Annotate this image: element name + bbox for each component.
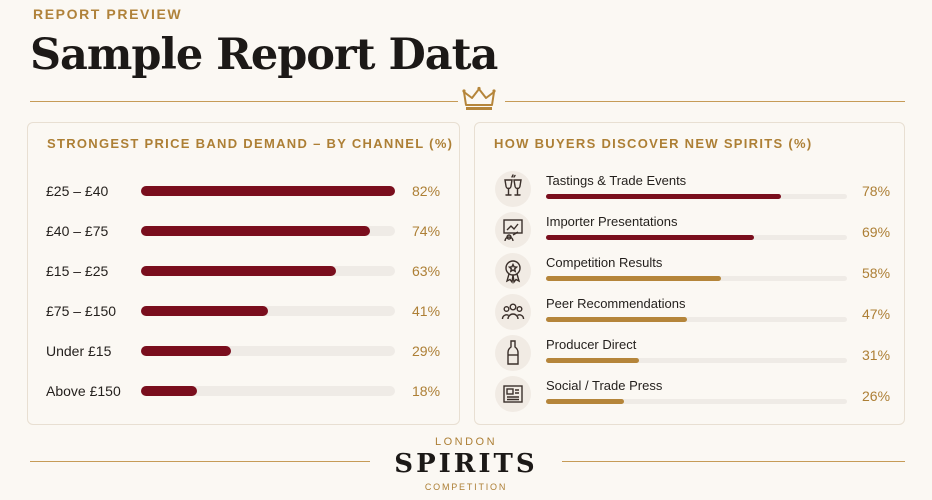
newspaper-icon (495, 376, 531, 412)
discovery-value-label: 47% (862, 306, 891, 322)
discovery-track (546, 358, 847, 363)
page-title: Sample Report Data (30, 30, 498, 80)
price-band-label: Under £15 (46, 343, 112, 359)
price-band-track (141, 186, 395, 196)
footer-logo-main: SPIRITS (394, 449, 538, 479)
discovery-track (546, 194, 847, 199)
discovery-track (546, 276, 847, 281)
price-band-track (141, 266, 395, 276)
price-band-track (141, 226, 395, 236)
price-band-bar (141, 306, 268, 316)
discovery-card: HOW BUYERS DISCOVER NEW SPIRITS (%) Tast… (474, 122, 905, 425)
discovery-track (546, 235, 847, 240)
discovery-label: Importer Presentations (546, 214, 678, 229)
price-band-bar (141, 386, 197, 396)
price-band-value-label: 74% (412, 223, 441, 239)
award-medal-icon (495, 253, 531, 289)
price-band-row: Above £150 18% (28, 381, 459, 401)
price-band-value-label: 18% (412, 383, 441, 399)
footer-divider-left (30, 461, 370, 462)
price-band-card: STRONGEST PRICE BAND DEMAND – BY CHANNEL… (27, 122, 460, 425)
footer-logo-bottom: COMPETITION (424, 482, 508, 492)
discovery-row: Peer Recommendations 47% (475, 293, 904, 333)
discovery-bar (546, 399, 625, 404)
discovery-bar (546, 194, 781, 199)
price-band-row: £40 – £75 74% (28, 221, 459, 241)
people-group-icon (495, 294, 531, 330)
discovery-label: Producer Direct (546, 337, 637, 352)
discovery-value-label: 31% (862, 347, 891, 363)
discovery-track (546, 317, 847, 322)
footer-logo-top: LONDON (434, 436, 498, 448)
price-band-row: £25 – £40 82% (28, 181, 459, 201)
price-band-row: £15 – £25 63% (28, 261, 459, 281)
price-band-label: Above £150 (46, 383, 121, 399)
price-band-track (141, 306, 395, 316)
header-divider-left (30, 101, 458, 102)
price-band-bar (141, 186, 395, 196)
price-band-label: £25 – £40 (46, 183, 109, 199)
price-band-chart-title: STRONGEST PRICE BAND DEMAND – BY CHANNEL… (47, 136, 454, 151)
price-band-bar (141, 226, 371, 236)
header-divider-right (505, 101, 905, 102)
discovery-label: Social / Trade Press (546, 378, 663, 393)
discovery-row: Tastings & Trade Events 78% (475, 170, 904, 210)
price-band-value-label: 63% (412, 263, 441, 279)
price-band-value-label: 29% (412, 343, 441, 359)
price-band-label: £75 – £150 (46, 303, 117, 319)
report-eyebrow: REPORT PREVIEW (33, 6, 183, 22)
discovery-label: Tastings & Trade Events (546, 173, 687, 188)
price-band-bar (141, 346, 231, 356)
discovery-bar (546, 317, 688, 322)
discovery-label: Peer Recommendations (546, 296, 686, 311)
discovery-row: Importer Presentations 69% (475, 211, 904, 251)
presentation-icon (495, 212, 531, 248)
price-band-row: Under £15 29% (28, 341, 459, 361)
discovery-bar (546, 235, 754, 240)
discovery-bar (546, 358, 640, 363)
price-band-track (141, 346, 395, 356)
price-band-row: £75 – £150 41% (28, 301, 459, 321)
price-band-bar (141, 266, 337, 276)
discovery-row: Social / Trade Press 26% (475, 375, 904, 415)
discovery-row: Competition Results 58% (475, 252, 904, 292)
bottle-icon (495, 335, 531, 371)
price-band-label: £15 – £25 (46, 263, 109, 279)
discovery-track (546, 399, 847, 404)
discovery-value-label: 26% (862, 388, 891, 404)
wine-glasses-icon (495, 171, 531, 207)
discovery-value-label: 58% (862, 265, 891, 281)
price-band-track (141, 386, 395, 396)
price-band-value-label: 82% (412, 183, 441, 199)
footer-divider-right (562, 461, 905, 462)
discovery-chart-title: HOW BUYERS DISCOVER NEW SPIRITS (%) (494, 136, 813, 151)
crown-icon (462, 86, 496, 110)
discovery-label: Competition Results (546, 255, 663, 270)
price-band-label: £40 – £75 (46, 223, 109, 239)
discovery-value-label: 78% (862, 183, 891, 199)
price-band-value-label: 41% (412, 303, 441, 319)
discovery-bar (546, 276, 721, 281)
discovery-value-label: 69% (862, 224, 891, 240)
discovery-row: Producer Direct 31% (475, 334, 904, 374)
